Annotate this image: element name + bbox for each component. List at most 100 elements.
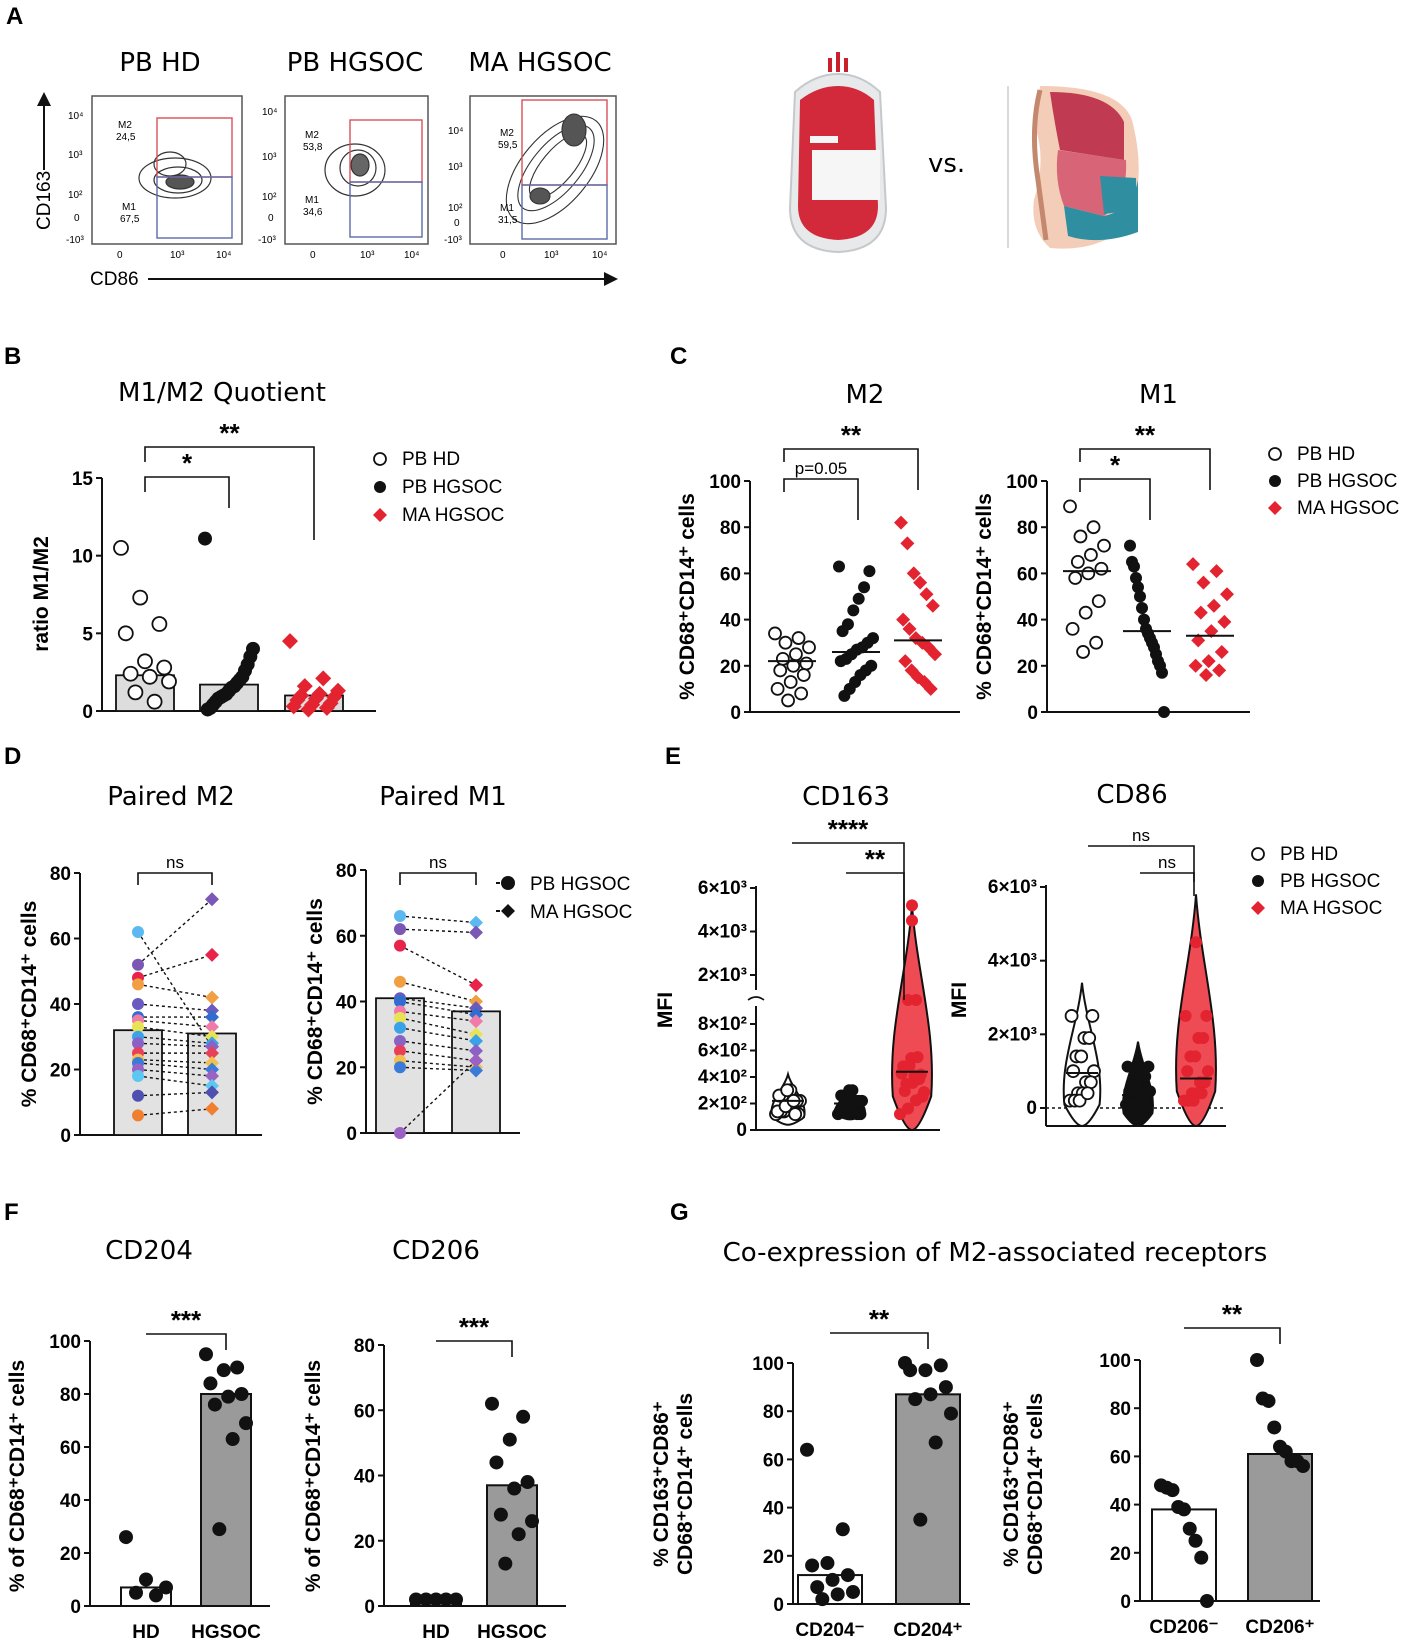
data-point xyxy=(1131,1078,1144,1091)
data-point-open xyxy=(156,659,173,676)
paired-connector xyxy=(137,1036,213,1044)
data-point xyxy=(800,1442,814,1457)
panel-title: Co-expression of M2-associated receptors xyxy=(723,1238,1268,1268)
data-point-open xyxy=(768,626,782,641)
data-point xyxy=(511,1527,526,1542)
y-tick-label: 20 xyxy=(1017,657,1038,678)
data-point-diamond xyxy=(919,587,934,602)
data-point xyxy=(938,1380,953,1395)
tick-label: 0 xyxy=(117,250,123,261)
data-point-diamond xyxy=(928,647,942,662)
y-tick-label: 10 xyxy=(72,547,93,568)
data-point xyxy=(1269,475,1281,487)
data-point xyxy=(429,1592,443,1607)
y-tick-label: 0 xyxy=(736,1120,747,1141)
y-tick-label: 2×10³ xyxy=(988,1024,1037,1045)
tick-label: 10³ xyxy=(544,250,559,261)
gate-m2-label: M2 xyxy=(305,130,319,141)
significance-bracket-double-star xyxy=(1079,448,1211,490)
chart-g2: 0 20 40 60 80 100 % CD163⁺CD86⁺ CD68⁺CD14⁺ cell… xyxy=(1000,1299,1320,1638)
tick-label: 10³ xyxy=(68,150,83,161)
significance-bracket-ns xyxy=(399,872,477,885)
paired-connector xyxy=(399,981,477,1003)
data-point-open xyxy=(1082,1031,1097,1045)
y-tick-label: 0 xyxy=(1027,703,1038,724)
data-point xyxy=(838,689,851,702)
tick-label: 10² xyxy=(262,192,277,203)
significance-bracket-double-star xyxy=(144,446,315,540)
data-point-diamond xyxy=(1220,587,1234,602)
paired-connector xyxy=(137,1042,213,1048)
y-tick-label: 0 xyxy=(346,1124,357,1145)
legend-label: MA HGSOC xyxy=(1297,498,1399,519)
tick-label: -10³ xyxy=(66,235,84,246)
y-tick-label: 60 xyxy=(1017,564,1038,585)
data-point-diamond xyxy=(902,621,917,636)
paired-connector xyxy=(399,1017,477,1036)
data-point xyxy=(132,1089,144,1102)
data-point-diamond xyxy=(898,654,913,669)
panel-title: M1 xyxy=(1139,380,1178,410)
data-point xyxy=(1197,1032,1210,1045)
data-point xyxy=(374,481,386,493)
data-point-diamond xyxy=(1188,658,1203,673)
gate-m2-value: 59,5 xyxy=(498,140,518,151)
data-point-diamond xyxy=(925,598,940,613)
chart-g1: G Co-expression of M2-associated receptor… xyxy=(650,1199,1267,1641)
data-point xyxy=(1202,1065,1214,1078)
data-point xyxy=(1267,1420,1282,1435)
data-point xyxy=(132,958,144,971)
significance-label: * xyxy=(1110,450,1121,480)
significance-label: *** xyxy=(459,1312,490,1342)
significance-label: ** xyxy=(1222,1299,1243,1329)
data-point xyxy=(911,1051,924,1064)
tick-label: 10³ xyxy=(448,162,463,173)
x-category-label: HD xyxy=(132,1622,159,1643)
data-point-open xyxy=(151,616,168,632)
data-point-diamond xyxy=(469,1014,483,1029)
data-point xyxy=(895,1067,908,1080)
panel-title: Paired M2 xyxy=(107,782,235,812)
significance-label: ** xyxy=(869,1304,890,1334)
paired-connector xyxy=(399,1000,477,1016)
data-point-diamond xyxy=(1193,605,1208,620)
significance-bracket-four-star xyxy=(792,842,905,1000)
mean-bar xyxy=(486,1484,538,1607)
y-tick-label: 20 xyxy=(60,1544,81,1565)
y-tick-label: 4×10³ xyxy=(988,951,1037,972)
tick-label: -10³ xyxy=(444,235,462,246)
data-point-diamond xyxy=(469,925,483,940)
axis-break-mark xyxy=(747,996,765,1001)
gate-m1-value: 31,5 xyxy=(498,215,518,226)
y-tick-label: 100 xyxy=(752,1354,784,1375)
y-axis-label: CD68⁺CD14⁺ cells xyxy=(1024,1393,1047,1575)
data-point-open xyxy=(796,668,811,682)
data-point xyxy=(1138,613,1150,626)
panel-a: A PB HD PB HGSOC MA HGSOC M2 24,5 M1 67,… xyxy=(6,3,1139,290)
data-point-diamond xyxy=(1186,557,1200,572)
y-tick-label: 5 xyxy=(82,624,93,645)
legend-label: PB HD xyxy=(1280,844,1338,865)
data-point-diamond xyxy=(469,1063,483,1078)
flow-plot-ma-hgsoc: M2 59,5 M1 31,5 10⁴ 10³ 10² 0 -10³ 0 10³… xyxy=(444,95,617,261)
data-point xyxy=(1156,666,1168,679)
tick-label: 0 xyxy=(74,213,80,224)
data-point-diamond xyxy=(1201,654,1216,669)
y-tick-label: 60 xyxy=(763,1450,784,1471)
chart-d1: D Paired M2 0 20 40 60 80 % CD68⁺CD14⁺ cells ns xyxy=(4,743,262,1147)
tick-label: 0 xyxy=(454,218,460,229)
data-point-open xyxy=(1087,1064,1101,1079)
data-point-diamond xyxy=(1206,598,1221,613)
y-axis-label: % CD68⁺CD14⁺ cells xyxy=(304,898,327,1105)
flow-frame xyxy=(91,95,243,245)
data-point-open xyxy=(791,631,806,645)
gate-m1-value: 34,6 xyxy=(303,207,323,218)
data-point xyxy=(863,565,876,578)
data-point xyxy=(1296,1459,1310,1474)
data-point-diamond xyxy=(300,701,317,718)
x-category-label: CD206⁺ xyxy=(1245,1617,1314,1638)
paired-connector xyxy=(399,1050,477,1062)
data-point-diamond xyxy=(205,1046,219,1061)
data-point-open xyxy=(1084,548,1098,562)
data-point-open xyxy=(1081,566,1096,581)
